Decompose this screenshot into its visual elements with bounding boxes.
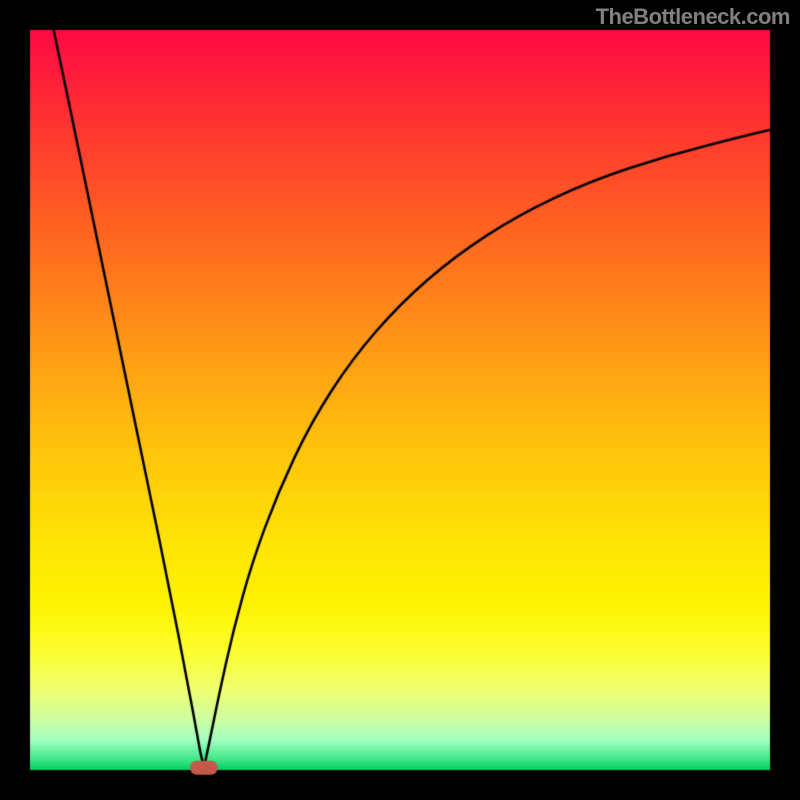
chart-container: TheBottleneck.com [0,0,800,800]
bottleneck-chart-canvas [0,0,800,800]
watermark-text: TheBottleneck.com [596,4,790,30]
